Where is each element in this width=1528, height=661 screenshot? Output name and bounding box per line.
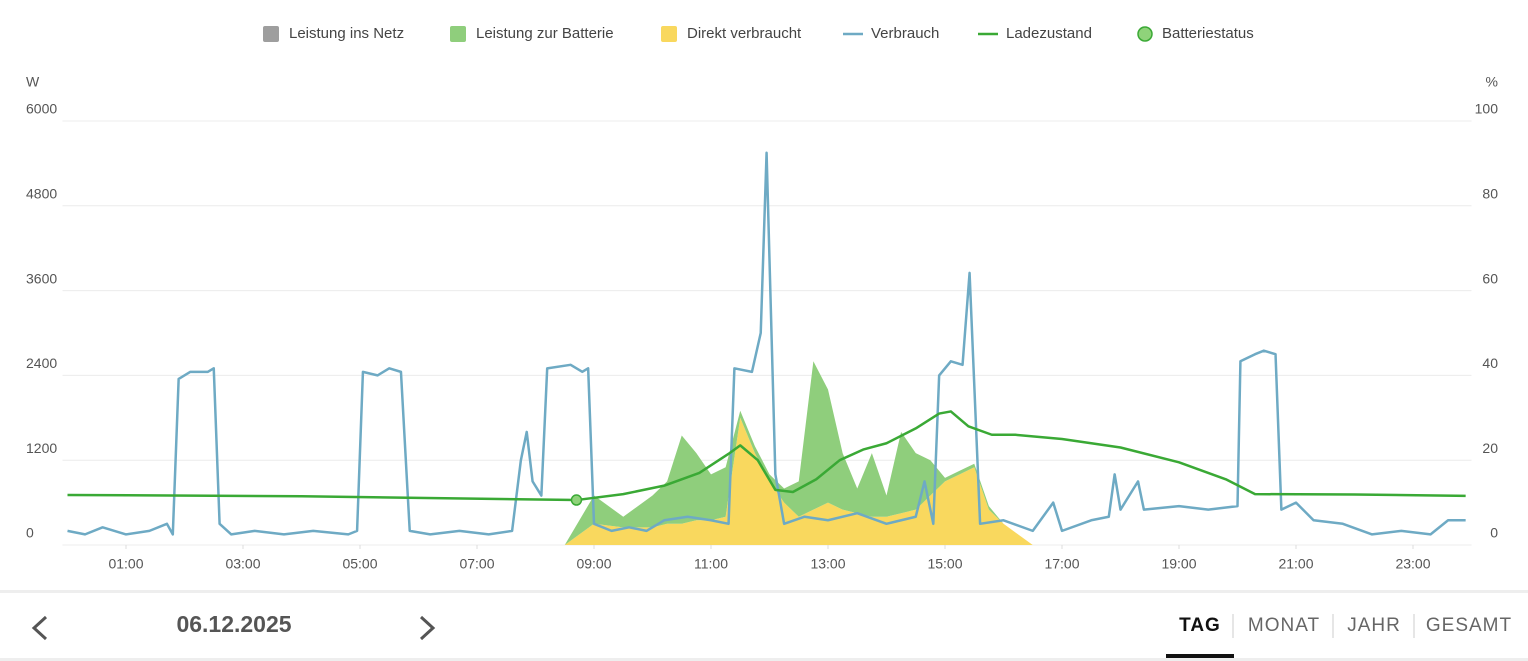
legend-label[interactable]: Leistung ins Netz: [289, 25, 404, 42]
legend-swatch: [450, 26, 466, 42]
legend-label[interactable]: Batteriestatus: [1162, 25, 1254, 42]
legend-label[interactable]: Leistung zur Batterie: [476, 25, 614, 42]
separator: [0, 590, 1528, 593]
area: [564, 361, 1033, 545]
date: 06.12.2025: [176, 611, 291, 637]
y-tick-label: 4800: [26, 186, 57, 202]
y2-tick-label: 20: [1482, 440, 1498, 456]
line: [67, 151, 1466, 536]
y2-tick-label: 0: [1490, 525, 1498, 541]
point: [570, 494, 583, 506]
y2-tick-label: 40: [1482, 355, 1498, 371]
x-tick-label: 05:00: [342, 556, 377, 572]
legend-swatch: [263, 26, 279, 42]
x-tick-label: 21:00: [1278, 556, 1313, 572]
active-tab-underline: [1166, 654, 1234, 658]
legend-label[interactable]: Verbrauch: [871, 25, 939, 42]
y2-tick-label: 100: [1475, 101, 1499, 117]
y2-tick-label: 80: [1482, 186, 1498, 202]
y2-axis-unit: %: [1486, 74, 1498, 90]
next-arrow[interactable]: [419, 615, 436, 641]
tab[interactable]: JAHR: [1347, 615, 1401, 636]
prev-arrow[interactable]: [31, 615, 48, 641]
x-tick-label: 09:00: [576, 556, 611, 572]
x-tick-label: 19:00: [1161, 556, 1196, 572]
x-tick-label: 03:00: [225, 556, 260, 572]
x-tick-label: 01:00: [108, 556, 143, 572]
x-tick-label: 23:00: [1395, 556, 1430, 572]
separator: [0, 658, 1528, 661]
legend-label[interactable]: Direkt verbraucht: [687, 25, 802, 42]
y-tick-label: 1200: [26, 440, 57, 456]
x-tick-label: 13:00: [810, 556, 845, 572]
y-tick-label: 3600: [26, 270, 57, 286]
legend-swatch: [1137, 26, 1153, 42]
y2-tick-label: 60: [1482, 270, 1498, 286]
x-tick-label: 17:00: [1044, 556, 1079, 572]
tab[interactable]: GESAMT: [1426, 615, 1512, 636]
y-tick-label: 6000: [26, 101, 57, 117]
tab[interactable]: MONAT: [1248, 615, 1320, 636]
x-tick-label: 07:00: [459, 556, 494, 572]
y-axis-unit: W: [26, 74, 40, 90]
y-tick-label: 2400: [26, 355, 57, 371]
y-tick-label: 0: [26, 525, 34, 541]
line: [67, 410, 1466, 502]
tab[interactable]: TAG: [1179, 615, 1221, 636]
x-tick-label: 11:00: [694, 556, 728, 572]
legend-label[interactable]: Ladezustand: [1006, 25, 1092, 42]
legend-swatch: [661, 26, 677, 42]
x-tick-label: 15:00: [927, 556, 962, 572]
